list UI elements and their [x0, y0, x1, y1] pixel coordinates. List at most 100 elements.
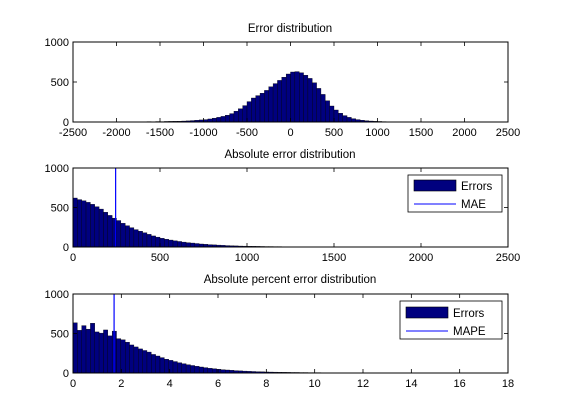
error-bar [346, 117, 352, 123]
abs-error-bar [185, 242, 191, 248]
error-bar [312, 82, 317, 123]
absolute-error-distribution-panel: Absolute error distribution 0 500 1000 1500… [45, 149, 521, 264]
x-tick-label: 1500 [409, 127, 433, 139]
abs-pct-error-bar [81, 325, 87, 374]
abs-error-bar [146, 234, 152, 248]
y-tick-label: 500 [51, 77, 69, 89]
error-bar [338, 113, 343, 123]
error-bar [272, 83, 278, 123]
x-tick-label: 2500 [496, 127, 520, 139]
abs-pct-error-bar [138, 348, 143, 374]
x-tick-label: 0 [287, 127, 293, 139]
error-bar [294, 71, 300, 123]
abs-pct-error-bar [142, 350, 148, 374]
error-bar [225, 115, 230, 123]
x-tick-label: 8 [263, 378, 269, 390]
abs-error-bar [155, 236, 161, 248]
abs-error-bar [159, 238, 165, 248]
abs-error-bar [77, 199, 82, 248]
x-tick-label: 2000 [409, 252, 433, 264]
abs-pct-error-bar [151, 354, 156, 374]
abs-pct-error-bar [159, 357, 165, 374]
x-tick-label: 4 [167, 378, 173, 390]
x-tick-label: 14 [405, 378, 417, 390]
abs-error-bar [181, 241, 187, 248]
x-tick-label: 1500 [322, 252, 346, 264]
abs-error-bar [72, 197, 78, 248]
abs-pct-error-bar [107, 335, 113, 374]
legend: Errors MAPE [399, 300, 503, 340]
abs-pct-error-bar [120, 339, 126, 374]
error-bar [320, 94, 326, 123]
error-bar [342, 115, 348, 123]
abs-pct-error-bar [72, 322, 78, 374]
error-distribution-panel: Error distribution -2500 -2000 -1500 -1000-… [45, 23, 521, 139]
panel-title: Absolute percent error distribution [204, 274, 377, 286]
x-tick-label: 2500 [496, 252, 520, 264]
abs-error-bar [81, 200, 87, 248]
error-bar [277, 80, 282, 123]
abs-pct-error-bar [94, 331, 100, 374]
abs-error-bar [125, 225, 130, 248]
error-bar [303, 75, 309, 123]
error-bar [325, 100, 330, 123]
legend-label-mape: MAPE [453, 326, 486, 338]
error-bar [299, 72, 304, 123]
abs-pct-error-bar [116, 338, 122, 374]
panel-title: Error distribution [248, 23, 332, 35]
x-tick-label: 1000 [235, 252, 259, 264]
axis-ticks: -2500 -2000 -1500 -1000 -500 0 500 1000 1500 2000… [45, 37, 521, 139]
x-tick-label: 18 [502, 378, 514, 390]
x-tick-label: 2 [118, 378, 124, 390]
abs-error-bar [98, 208, 104, 248]
y-tick-label: 0 [63, 117, 69, 129]
x-tick-label: 12 [357, 378, 369, 390]
abs-error-bar [107, 215, 113, 248]
abs-error-bar [164, 239, 169, 248]
y-tick-label: 1000 [45, 163, 69, 175]
abs-pct-error-bar [103, 329, 108, 374]
error-bar [220, 116, 226, 123]
abs-error-bar [168, 239, 174, 248]
y-tick-label: 0 [63, 368, 69, 380]
abs-pct-error-bar [90, 323, 95, 374]
error-bar [264, 90, 269, 123]
error-bar [281, 77, 287, 123]
error-bar [290, 71, 296, 123]
abs-error-bar [90, 204, 95, 248]
x-tick-label: 0 [70, 378, 76, 390]
error-bar [238, 108, 243, 123]
abs-error-bar [142, 232, 148, 248]
abs-pct-error-bar [185, 364, 191, 374]
axis-ticks: 0 500 1000 1500 2000 2500 0 500 1000 [45, 163, 521, 264]
y-tick-label: 1000 [45, 289, 69, 301]
abs-pct-error-bar [129, 344, 135, 374]
error-bar [212, 117, 217, 123]
abs-pct-error-bar [155, 355, 161, 374]
abs-error-bar [116, 220, 122, 248]
x-tick-label: 2000 [452, 127, 476, 139]
abs-pct-error-bar [190, 365, 195, 374]
legend-label-mae: MAE [461, 199, 486, 211]
abs-error-bar [129, 227, 135, 248]
abs-error-bar [120, 223, 126, 248]
x-tick-label: 1000 [365, 127, 389, 139]
panel-title: Absolute error distribution [224, 149, 355, 161]
abs-error-bar [190, 242, 195, 248]
abs-pct-error-bar [85, 328, 91, 374]
x-tick-label: -2000 [102, 127, 130, 139]
abs-error-bar [138, 231, 143, 248]
histogram-bars [85, 71, 496, 123]
x-tick-label: 500 [151, 252, 169, 264]
abs-pct-error-bar [77, 330, 82, 374]
x-tick-label: -1000 [189, 127, 217, 139]
y-tick-label: 1000 [45, 37, 69, 49]
legend: Errors MAE [407, 174, 503, 213]
x-tick-label: -500 [236, 127, 258, 139]
abs-error-bar [194, 243, 200, 248]
abs-pct-error-bar [98, 332, 104, 374]
error-bar [229, 113, 235, 123]
x-tick-label: 500 [325, 127, 343, 139]
legend-swatch-errors [413, 179, 457, 192]
